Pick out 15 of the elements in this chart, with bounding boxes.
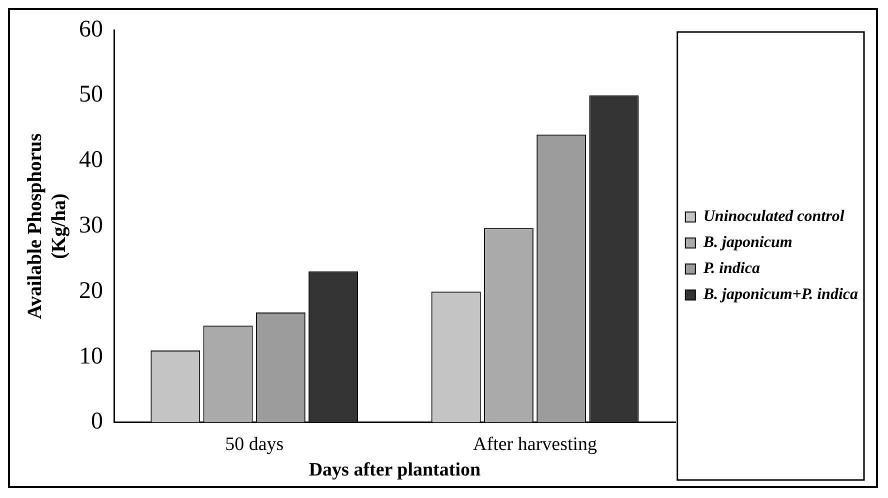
y-tick-label: 60 — [79, 16, 103, 42]
x-tick-label: After harvesting — [473, 434, 598, 455]
legend-label: Uninoculated control — [703, 208, 845, 226]
y-tick-label: 50 — [79, 82, 103, 108]
legend-label: P. indica — [702, 260, 760, 278]
x-tick-label: 50 days — [225, 434, 284, 455]
y-tick-label: 0 — [91, 408, 103, 435]
x-axis-title: Days after plantation — [308, 460, 481, 481]
y-axis-title: Available Phosphorus (Kg/ha) — [24, 133, 70, 320]
y-tick-label: 10 — [79, 343, 103, 370]
y-tick-label: 20 — [79, 278, 103, 304]
legend-label: B. japonicum — [702, 234, 792, 252]
y-tick-label: 40 — [79, 147, 103, 174]
legend-label: B. japonicum+P. indica — [702, 286, 858, 304]
y-tick-label: 30 — [79, 212, 103, 238]
